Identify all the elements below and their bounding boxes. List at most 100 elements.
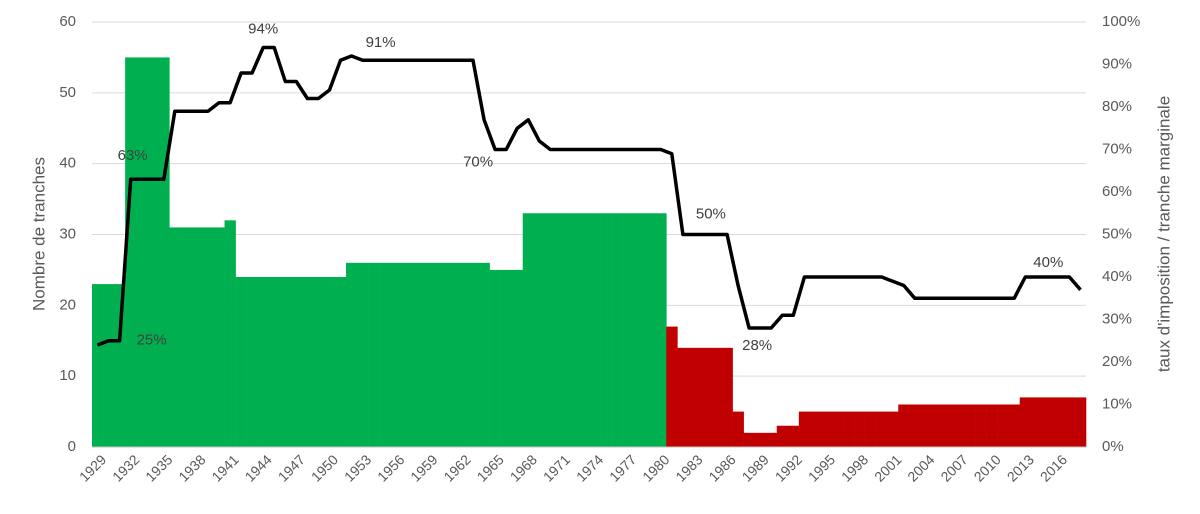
x-tick-label: 1932 xyxy=(109,451,142,484)
value-label: 91% xyxy=(366,34,396,51)
bar xyxy=(312,277,325,447)
bar xyxy=(555,213,568,447)
bar xyxy=(147,57,159,448)
bar xyxy=(500,269,512,447)
bar xyxy=(346,262,358,447)
y-tick-label: 0 xyxy=(68,438,76,455)
bar xyxy=(765,432,778,447)
bar xyxy=(1052,397,1065,447)
y-tick-label: 30 xyxy=(59,225,76,242)
y2-tick-label: 80% xyxy=(1102,98,1132,115)
y2-tick-label: 10% xyxy=(1102,395,1132,412)
y2-tick-label: 60% xyxy=(1102,183,1132,200)
bar xyxy=(931,404,943,447)
bar xyxy=(544,213,557,447)
x-tick-label: 1938 xyxy=(175,451,208,484)
x-tick-label: 1989 xyxy=(739,451,772,484)
bar xyxy=(787,425,800,447)
bar xyxy=(423,262,435,447)
bar xyxy=(202,227,214,447)
x-tick-label: 1935 xyxy=(142,451,175,484)
bar xyxy=(831,411,844,447)
x-tick-label: 1980 xyxy=(639,451,672,484)
bar xyxy=(964,404,976,447)
bar xyxy=(257,277,270,447)
bar xyxy=(169,227,181,447)
y2-tick-label: 70% xyxy=(1102,140,1132,157)
x-tick-label: 2001 xyxy=(871,451,904,484)
bar xyxy=(136,57,148,448)
x-tick-label: 1947 xyxy=(275,451,308,484)
bar xyxy=(235,277,247,447)
y-tick-label: 20 xyxy=(59,296,76,313)
x-tick-label: 1941 xyxy=(208,451,241,484)
y-tick-label: 40 xyxy=(59,155,76,172)
x-tick-label: 1974 xyxy=(573,451,606,484)
bar xyxy=(1041,397,1054,447)
x-tick-label: 1956 xyxy=(374,451,407,484)
bar xyxy=(434,262,446,447)
bar xyxy=(721,347,733,447)
bar xyxy=(953,404,965,447)
y2-tick-label: 90% xyxy=(1102,55,1132,72)
bar xyxy=(997,404,1009,447)
bar xyxy=(445,262,457,447)
bar xyxy=(478,262,490,447)
x-tick-label: 1986 xyxy=(705,451,738,484)
x-tick-label: 1971 xyxy=(540,451,573,484)
bar xyxy=(379,262,391,447)
bar xyxy=(820,411,833,447)
x-tick-label: 1968 xyxy=(507,451,540,484)
bar xyxy=(986,404,998,447)
bar xyxy=(854,411,866,447)
bar xyxy=(456,262,468,447)
x-tick-label: 2010 xyxy=(971,451,1004,484)
x-tick-label: 1995 xyxy=(805,451,838,484)
x-tick-label: 1962 xyxy=(440,451,473,484)
bar xyxy=(368,262,380,447)
bar xyxy=(809,411,822,447)
y2-tick-label: 20% xyxy=(1102,353,1132,370)
value-label: 25% xyxy=(137,332,167,349)
bar xyxy=(798,411,811,447)
bar xyxy=(655,213,667,447)
x-tick-label: 1983 xyxy=(672,451,705,484)
value-label: 40% xyxy=(1033,254,1063,271)
bar xyxy=(843,411,855,447)
bar xyxy=(677,347,689,447)
y-tick-label: 10 xyxy=(59,367,76,384)
value-label: 50% xyxy=(696,205,726,222)
bar xyxy=(125,57,137,448)
y-tick-label: 60 xyxy=(59,13,76,30)
bar xyxy=(743,432,755,447)
bar xyxy=(975,404,987,447)
bar xyxy=(224,220,236,447)
x-tick-label: 1950 xyxy=(308,451,341,484)
y2-tick-label: 50% xyxy=(1102,225,1132,242)
bar xyxy=(114,284,126,447)
bar xyxy=(489,269,501,447)
bar xyxy=(533,213,546,447)
x-tick-label: 1953 xyxy=(341,451,374,484)
y-tick-label: 50 xyxy=(59,84,76,101)
bar xyxy=(699,347,711,447)
y2-tick-label: 100% xyxy=(1102,13,1140,30)
x-tick-label: 1998 xyxy=(838,451,871,484)
bar xyxy=(180,227,192,447)
value-label: 94% xyxy=(248,20,278,37)
bar xyxy=(600,213,612,447)
x-tick-label: 1944 xyxy=(242,451,275,484)
bar xyxy=(644,213,656,447)
y2-tick-label: 0% xyxy=(1102,438,1124,455)
bar xyxy=(301,277,314,447)
bar xyxy=(290,277,303,447)
x-tick-label: 2016 xyxy=(1037,451,1070,484)
bar xyxy=(522,213,535,447)
y2-tick-label: 40% xyxy=(1102,268,1132,285)
x-tick-label: 1965 xyxy=(474,451,507,484)
bar xyxy=(909,404,921,447)
bar xyxy=(589,213,601,447)
bar xyxy=(511,269,524,447)
y2-tick-label: 30% xyxy=(1102,310,1132,327)
